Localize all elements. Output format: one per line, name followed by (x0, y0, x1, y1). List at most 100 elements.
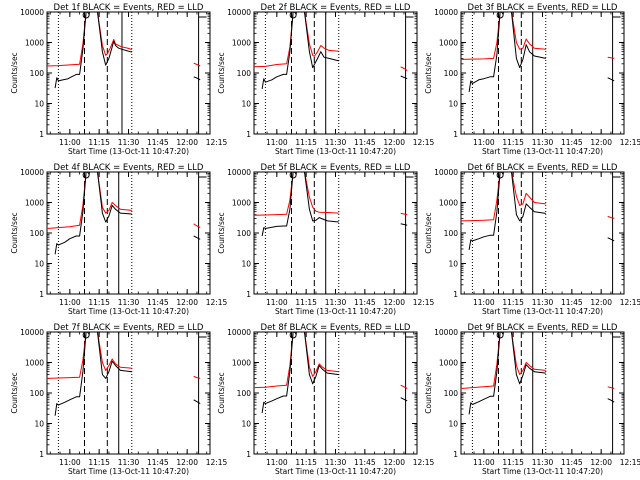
event-rate-line-2 (468, 11, 546, 92)
y-tick-label: 1000 (25, 199, 44, 208)
lld-rate-line-0 (460, 331, 546, 389)
x-tick-label: 11:30 (118, 138, 140, 147)
y-tick-label: 100 (444, 69, 459, 78)
y-tick-label: 1 (39, 450, 44, 459)
x-tick-label: 12:00 (176, 298, 198, 307)
x-axis-label: Start Time (13-Oct-11 10:47:20) (275, 307, 396, 316)
plot-frame (46, 171, 211, 295)
x-tick-label: 12:15 (206, 138, 228, 147)
y-tick-label: 10000 (227, 8, 251, 17)
y-tick-label: 100 (237, 389, 252, 398)
plot-frame (253, 171, 418, 295)
plot-frame (253, 11, 418, 135)
x-tick-label: 11:45 (561, 138, 583, 147)
event-rate-line-2 (468, 331, 546, 415)
peak-marker (289, 11, 297, 19)
plot-frame (253, 331, 418, 455)
panel-title: Det 5f BLACK = Events, RED = LLD (261, 163, 411, 173)
detector-panel-8: Det 8f BLACK = Events, RED = LLD 1 10 100 10… (217, 323, 435, 476)
x-tick-label: 12:00 (176, 138, 198, 147)
x-tick-label: 11:30 (325, 458, 347, 467)
x-tick-label: 12:15 (620, 138, 640, 147)
x-tick-label: 12:00 (383, 458, 405, 467)
y-tick-label: 100 (237, 229, 252, 238)
lld-rate-line-1 (607, 215, 615, 219)
x-tick-label: 11:15 (295, 138, 317, 147)
detector-panel-4: Det 4f BLACK = Events, RED = LLD 1 10 100 10… (10, 163, 228, 316)
x-tick-label: 11:30 (532, 458, 554, 467)
y-tick-label: 10 (241, 420, 251, 429)
event-rate-line-2 (54, 11, 132, 89)
event-rate-line-2 (54, 171, 132, 255)
detector-panel-9: Det 9f BLACK = Events, RED = LLD 1 10 100 10… (424, 323, 640, 476)
peak-marker (496, 331, 504, 339)
y-tick-label: 1000 (25, 39, 44, 48)
y-tick-label: 10000 (20, 168, 44, 177)
panel-title: Det 8f BLACK = Events, RED = LLD (261, 323, 411, 333)
x-tick-label: 11:15 (502, 458, 524, 467)
x-tick-label: 12:15 (206, 298, 228, 307)
plot-frame (46, 11, 211, 135)
x-axis-label: Start Time (13-Oct-11 10:47:20) (68, 467, 189, 476)
x-axis-label: Start Time (13-Oct-11 10:47:20) (68, 147, 189, 156)
panel-title: Det 3f BLACK = Events, RED = LLD (468, 3, 618, 13)
detector-panel-3: Det 3f BLACK = Events, RED = LLD 1 10 100 10… (424, 3, 640, 156)
x-tick-label: 12:00 (590, 138, 612, 147)
y-axis-label: Counts/sec (10, 52, 19, 93)
plot-frame (460, 331, 625, 455)
y-tick-label: 10000 (434, 8, 458, 17)
plot-frame (460, 11, 625, 135)
x-tick-label: 11:00 (59, 458, 81, 467)
x-axis-label: Start Time (13-Oct-11 10:47:20) (482, 307, 603, 316)
x-tick-label: 11:15 (88, 458, 110, 467)
detector-panel-2: Det 2f BLACK = Events, RED = LLD 1 10 100 10… (217, 3, 435, 156)
peak-marker (289, 171, 297, 179)
x-tick-label: 11:45 (354, 138, 376, 147)
x-tick-label: 12:15 (620, 458, 640, 467)
x-tick-label: 12:00 (383, 138, 405, 147)
event-rate-line-3 (607, 237, 615, 242)
x-tick-label: 11:15 (88, 138, 110, 147)
x-tick-label: 11:30 (532, 298, 554, 307)
x-tick-label: 11:00 (59, 138, 81, 147)
x-axis-label: Start Time (13-Oct-11 10:47:20) (275, 467, 396, 476)
x-tick-label: 12:15 (413, 458, 435, 467)
y-tick-label: 1000 (439, 199, 458, 208)
y-tick-label: 10000 (227, 328, 251, 337)
x-tick-label: 11:15 (295, 298, 317, 307)
event-rate-line-2 (54, 331, 132, 416)
y-axis-label: Counts/sec (10, 212, 19, 253)
plot-frame (46, 331, 211, 455)
y-tick-label: 10000 (434, 168, 458, 177)
x-tick-label: 12:15 (620, 298, 640, 307)
y-tick-label: 10 (448, 420, 458, 429)
x-tick-label: 11:15 (502, 138, 524, 147)
x-tick-label: 12:00 (590, 298, 612, 307)
panel-title: Det 7f BLACK = Events, RED = LLD (54, 323, 204, 333)
y-tick-label: 1 (246, 130, 251, 139)
y-axis-label: Counts/sec (10, 372, 19, 413)
lld-rate-line-1 (193, 62, 201, 67)
lld-rate-line-0 (46, 331, 132, 379)
x-tick-label: 11:30 (325, 298, 347, 307)
detector-panel-6: Det 6f BLACK = Events, RED = LLD 1 10 100 10… (424, 163, 640, 316)
x-tick-label: 12:00 (176, 458, 198, 467)
y-tick-label: 1 (453, 130, 458, 139)
panel-title: Det 2f BLACK = Events, RED = LLD (261, 3, 411, 13)
y-tick-label: 1 (39, 130, 44, 139)
event-rate-line-3 (607, 77, 615, 82)
y-tick-label: 10 (448, 100, 458, 109)
x-tick-label: 11:45 (147, 138, 169, 147)
event-rate-line-3 (400, 223, 408, 226)
x-tick-label: 11:00 (473, 298, 495, 307)
y-tick-label: 1 (246, 290, 251, 299)
event-rate-line-3 (400, 397, 408, 402)
x-tick-label: 12:15 (413, 138, 435, 147)
lld-rate-line-0 (460, 11, 546, 60)
detector-panel-7: Det 7f BLACK = Events, RED = LLD 1 10 100 10… (10, 323, 228, 476)
x-axis-label: Start Time (13-Oct-11 10:47:20) (482, 147, 603, 156)
y-axis-label: Counts/sec (424, 212, 433, 253)
y-tick-label: 10000 (227, 168, 251, 177)
event-rate-line-3 (193, 399, 201, 405)
x-tick-label: 11:30 (118, 298, 140, 307)
